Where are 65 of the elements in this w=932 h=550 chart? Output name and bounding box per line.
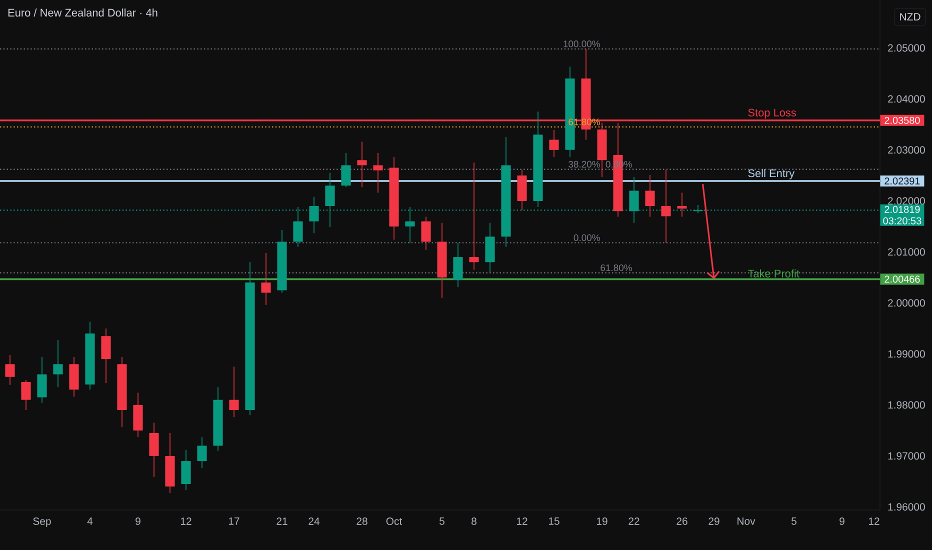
x-tick-label: 12 xyxy=(180,518,192,525)
y-tick-label: 2.04000 xyxy=(888,95,925,103)
x-tick-label: 15 xyxy=(548,518,560,525)
text: NZD xyxy=(900,13,920,20)
candlestick xyxy=(661,169,671,244)
candlestick xyxy=(37,356,47,404)
y-tick-label: 1.98000 xyxy=(888,401,925,409)
annotation: 0.00% xyxy=(574,234,600,242)
x-tick-label: 9 xyxy=(136,518,140,525)
candlestick xyxy=(645,174,655,218)
candlestick xyxy=(149,422,159,478)
y-tick-label: 2.00000 xyxy=(888,299,925,307)
x-tick-label: 17 xyxy=(228,518,240,525)
candlestick xyxy=(677,192,687,218)
y-tick-label: 2.05000 xyxy=(888,44,925,52)
x-tick-label: 5 xyxy=(440,518,444,525)
candlestick xyxy=(101,328,111,384)
x-tick-label: 12 xyxy=(516,518,528,525)
x-tick-label: Nov xyxy=(738,518,756,525)
ref-line-label: 2.01819 xyxy=(884,206,920,213)
y-tick-label: 1.96000 xyxy=(888,503,925,511)
x-tick-label: 22 xyxy=(628,518,640,525)
text: 03:20:53 xyxy=(883,217,922,224)
x-tick-label: 12 xyxy=(868,518,880,525)
x-tick-label: 28 xyxy=(356,518,368,525)
candlestick xyxy=(53,340,63,388)
candlestick xyxy=(181,449,191,491)
x-tick-label: 24 xyxy=(308,518,320,525)
candlestick xyxy=(21,380,31,410)
candlestick xyxy=(469,162,479,270)
x-tick-label: 26 xyxy=(676,518,688,525)
x-tick-label: 4 xyxy=(87,518,93,525)
candlestick xyxy=(357,141,367,188)
y-tick-label: 2.02000 xyxy=(888,197,925,205)
candlestick xyxy=(373,152,383,194)
x-tick-label: 8 xyxy=(472,518,476,525)
ref-line-label: 2.02391 xyxy=(884,177,920,185)
candlestick xyxy=(261,252,271,306)
y-tick-label: 1.99000 xyxy=(888,350,925,358)
x-tick-label: 9 xyxy=(840,518,844,525)
candlestick xyxy=(421,216,431,250)
annotation: 61.80% xyxy=(600,264,632,272)
y-tick-label: 2.03000 xyxy=(888,146,925,154)
ref-line-label: 2.03580 xyxy=(884,116,920,124)
candlestick xyxy=(229,366,239,418)
candlestick xyxy=(549,130,559,158)
text: Euro / New Zealand Dollar · 4h xyxy=(8,8,158,17)
candlestick xyxy=(197,436,207,469)
candlestick xyxy=(341,152,351,188)
ref-line-label: 2.00466 xyxy=(884,276,920,283)
candlestick xyxy=(5,354,15,386)
x-tick-label: 29 xyxy=(708,518,720,525)
annotation: Stop Loss xyxy=(748,108,796,119)
x-tick-label: Sep xyxy=(33,518,51,527)
annotation: 100.00% xyxy=(564,40,600,48)
annotation: Take Profit xyxy=(748,269,800,278)
candlestick xyxy=(453,242,463,288)
x-tick-label: 5 xyxy=(792,518,796,525)
y-tick-label: 2.01000 xyxy=(888,248,925,256)
x-tick-label: 19 xyxy=(596,518,608,525)
annotation: Sell Entry xyxy=(748,169,795,180)
x-tick-label: Oct xyxy=(386,518,402,525)
x-tick-label: 21 xyxy=(276,518,288,525)
annotation: 38.20% xyxy=(568,160,600,168)
y-tick-label: 1.97000 xyxy=(888,452,925,460)
